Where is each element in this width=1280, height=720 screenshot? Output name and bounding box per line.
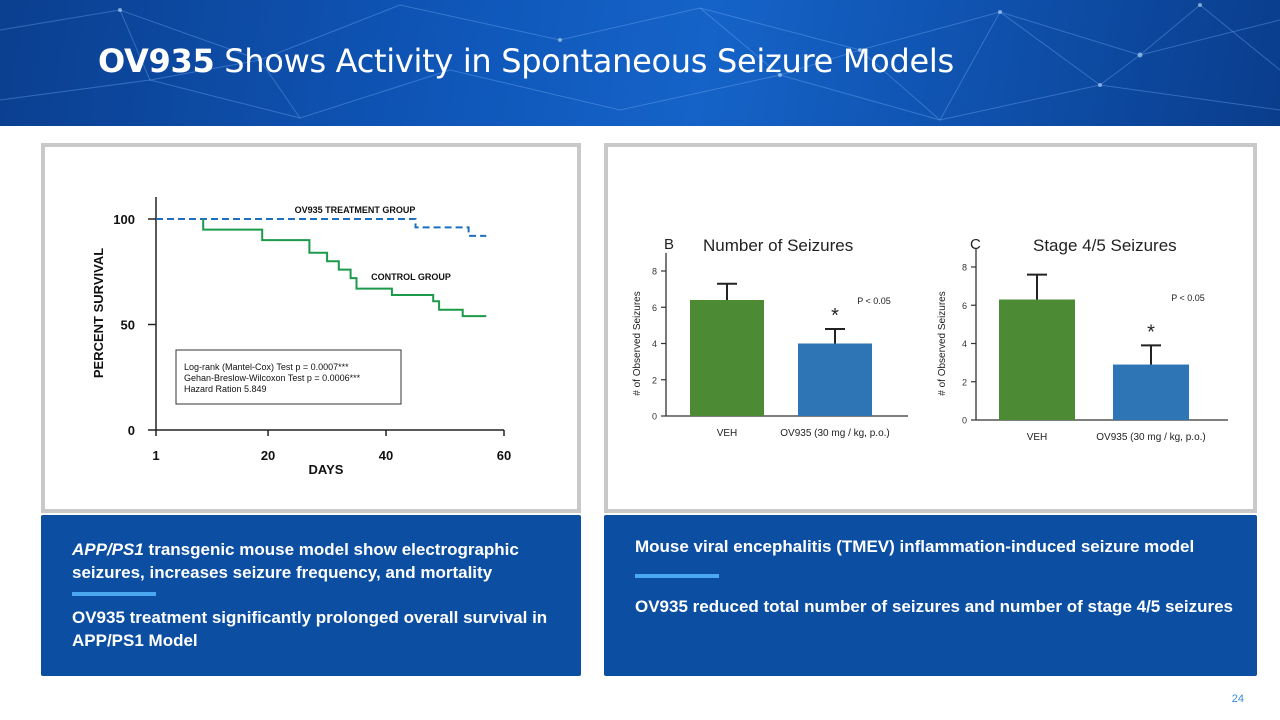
left-text-line4: APP/PS1 Model [72,631,198,650]
control-group-label: CONTROL GROUP [371,272,451,282]
seizure-charts: 0 2 4 6 8 VEH OV935 (30 mg / kg, p.o.) * B Number… [632,236,1228,443]
bar-y-tick-label: 6 [962,301,967,311]
stats-annotation-line: Hazard Ration 5.849 [184,384,267,394]
stats-annotation-box [175,349,402,405]
title-rest: Shows Activity in Spontaneous Seizure Mo… [214,42,954,80]
title-bold: OV935 [98,42,215,80]
left-divider [72,592,156,596]
bar-category-label: OV935 (30 mg / kg, p.o.) [780,428,890,439]
bar-y-tick-label: 8 [962,263,967,273]
bar-category-label: VEH [717,428,738,439]
panel-letter: B [664,236,674,253]
bar-chart-title: Number of Seizures [703,236,853,255]
x-tick-label: 20 [261,448,275,463]
x-tick-label: 1 [152,448,159,463]
x-tick-label: 40 [379,448,393,463]
left-text-line3: OV935 treatment significantly prolonged … [72,608,548,627]
left-description-box: APP/PS1 transgenic mouse model show elec… [41,515,581,676]
bar-y-tick-label: 6 [652,303,657,313]
left-text-line2: seizures, increases seizure frequency, a… [72,563,493,582]
p-value-label: P < 0.05 [857,296,891,306]
slide-title: OV935 Shows Activity in Spontaneous Seiz… [98,42,954,80]
y-tick-label: 50 [121,318,135,333]
right-text-line1: Mouse viral encephalitis (TMEV) inflamma… [635,537,1195,556]
bar-category-label: OV935 (30 mg / kg, p.o.) [1096,432,1206,443]
stats-annotation-line: Log-rank (Mantel-Cox) Test p = 0.0007*** [184,362,349,372]
bar-y-tick-label: 2 [962,377,967,387]
y-tick-label: 0 [128,423,135,438]
ov935-bar [1113,364,1189,420]
model-name-italic: APP/PS1 [72,540,144,559]
ov935-bar [798,343,872,416]
right-text-line2: OV935 reduced total number of seizures a… [635,597,1234,616]
control-survival-line [202,219,487,318]
bar-y-tick-label: 0 [962,416,967,426]
x-axis-title: DAYS [309,462,344,477]
right-divider [635,574,719,578]
header-banner: OV935 Shows Activity in Spontaneous Seiz… [0,0,1280,126]
bar-y-tick-label: 2 [652,375,657,385]
treatment-group-label: OV935 TREATMENT GROUP [295,205,416,215]
x-tick-label: 60 [497,448,511,463]
bar-y-tick-label: 4 [962,339,967,349]
left-text-line1-rest: transgenic mouse model show electrograph… [143,540,519,559]
veh-bar [999,299,1075,420]
bar-y-tick-label: 0 [652,412,657,422]
seizure-charts-panel: 0 2 4 6 8 VEH OV935 (30 mg / kg, p.o.) * B Number… [604,143,1257,513]
y-axis-title: PERCENT SURVIVAL [91,248,106,378]
significance-asterisk: * [831,305,839,327]
p-value-label: P < 0.05 [1171,293,1205,303]
panel-letter: C [970,236,981,253]
bar-y-tick-label: 4 [652,339,657,349]
bar-chart-title: Stage 4/5 Seizures [1033,236,1177,255]
y-tick-label: 100 [113,212,135,227]
survival-chart-panel: 0 50 100 1 20 40 60 DAYS PERCENT SURVIVAL OV935 T… [41,143,581,513]
left-text-line1: APP/PS1 transgenic mouse model show elec… [72,538,519,561]
veh-bar [690,300,764,416]
network-background [0,3,1280,121]
bar-y-tick-label: 8 [652,267,657,277]
page-number: 24 [1231,693,1244,705]
stats-annotation-line: Gehan-Breslow-Wilcoxon Test p = 0.0006**… [184,373,361,383]
bar-y-axis-title: # of Observed Seizures [632,291,643,396]
significance-asterisk: * [1147,321,1155,343]
right-description-box: Mouse viral encephalitis (TMEV) inflamma… [604,515,1257,676]
survival-chart: 0 50 100 1 20 40 60 DAYS PERCENT SURVIVAL OV935 T… [91,197,511,477]
bar-y-axis-title: # of Observed Seizures [937,291,948,396]
bar-category-label: VEH [1027,432,1048,443]
treatment-survival-line [156,218,487,237]
